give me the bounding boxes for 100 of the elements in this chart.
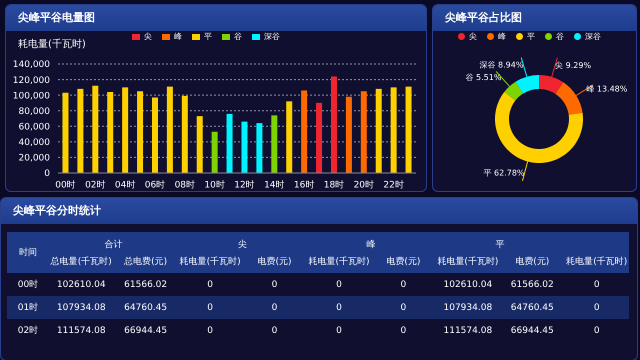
chart-title: 尖峰平谷占比图 [433,5,636,31]
bar [256,123,262,173]
category-label: 峰 13.48% [586,84,628,94]
text: 平 [494,239,506,252]
text: 0 [207,280,213,290]
category-label: 电费(元) [514,256,550,269]
text: 0 [272,280,278,290]
donut-slice [556,82,583,115]
text: 0 [336,302,342,312]
bar [92,86,98,173]
category-label: 总电量(千瓦时) [50,256,113,269]
bar [62,92,68,173]
text: 0 [594,302,600,312]
category-label: 电费(元) [256,256,293,269]
text: 0 [207,326,213,336]
category-label: 谷 5.51% [465,72,502,82]
category-label: 耗电量(千瓦时) [307,256,370,269]
text: 0 [272,302,278,312]
text: 0 [272,326,278,336]
text: 111574.08 [444,326,492,336]
text: 尖峰平谷分时统计 [1,198,637,224]
text: 0 [594,280,600,290]
bar [316,102,322,173]
bar [301,90,308,173]
legend-label: 尖 [144,32,152,41]
text: 合计 [103,238,124,252]
text: 0 [336,280,342,290]
bar [137,91,144,173]
text: 102610.04 [444,280,492,290]
bar [152,97,158,173]
text: 66944.45 [510,326,554,336]
x-tick-label: 08时 [174,179,196,190]
legend-label: 峰 [174,32,182,41]
bar [346,96,352,173]
x-tick-label: 04时 [114,179,136,190]
legend-label: 尖 [469,32,477,41]
text: 64760.45 [510,302,554,312]
bar [376,88,382,173]
x-tick-label: 10时 [204,179,225,190]
text: 107934.08 [444,302,492,312]
text: 尖 [236,238,248,252]
x-tick-label: 02时 [85,179,106,190]
x-tick-label: 18时 [324,179,344,190]
bar [212,132,218,173]
text: 0 [400,302,406,312]
text: 0 [400,280,406,290]
text: 61566.02 [510,280,554,290]
legend-label: 深谷 [585,32,601,41]
x-tick-label: 16时 [294,179,314,190]
bar [406,86,412,173]
category-label: 耗电量(千瓦时) [436,256,500,269]
bar [166,86,173,173]
y-tick-label: 60,000 [18,122,50,132]
bar [182,96,188,173]
x-tick-label: 12时 [234,179,255,190]
y-tick-label: 0 [44,169,50,180]
bar [196,116,203,173]
y-axis-title: 耗电量(千瓦时) [18,38,86,51]
text: 107934.08 [56,302,106,312]
legend-label: 平 [204,32,212,41]
category-label: 00时 [18,280,38,290]
x-tick-label: 14时 [264,179,285,190]
bar [122,87,128,173]
text: 66944.45 [124,326,168,336]
text: 峰 [366,238,377,252]
legend-label: 深谷 [264,32,280,41]
text: 61566.02 [124,280,168,290]
legend-label: 谷 [556,32,564,41]
bar [107,92,114,173]
text: 64760.45 [124,302,168,312]
text: 102610.04 [56,280,106,290]
x-tick-label: 06时 [144,179,166,190]
y-tick-label: 80,000 [18,106,50,117]
category-label: 02时 [18,326,38,336]
text: 0 [594,326,600,336]
bar [226,114,233,173]
y-tick-label: 120,000 [12,76,50,86]
bar [330,76,337,173]
y-tick-label: 40,000 [18,138,50,148]
text: 时间 [18,246,38,260]
x-tick-label: 22时 [383,179,404,190]
category-label: 深谷 8.94% [480,60,524,70]
bar [241,122,248,173]
legend-label: 平 [527,32,535,41]
donut-slice [516,75,539,94]
y-tick-label: 100,000 [12,91,50,102]
category-label: 尖 9.29% [555,60,592,70]
donut-slice [504,82,524,101]
category-label: 耗电量(千瓦时) [178,256,242,269]
text: 111574.08 [56,326,106,336]
x-tick-label: 00时 [55,179,76,190]
bar [286,101,292,173]
chart-title: 尖峰平谷电量图 [6,5,426,31]
legend-label: 谷 [234,32,242,41]
x-tick-label: 20时 [354,179,374,190]
category-label: 电费(元) [385,256,422,269]
donut-slice [495,92,583,163]
text: 0 [336,326,342,336]
text: 0 [207,302,213,312]
legend-label: 峰 [498,32,506,41]
